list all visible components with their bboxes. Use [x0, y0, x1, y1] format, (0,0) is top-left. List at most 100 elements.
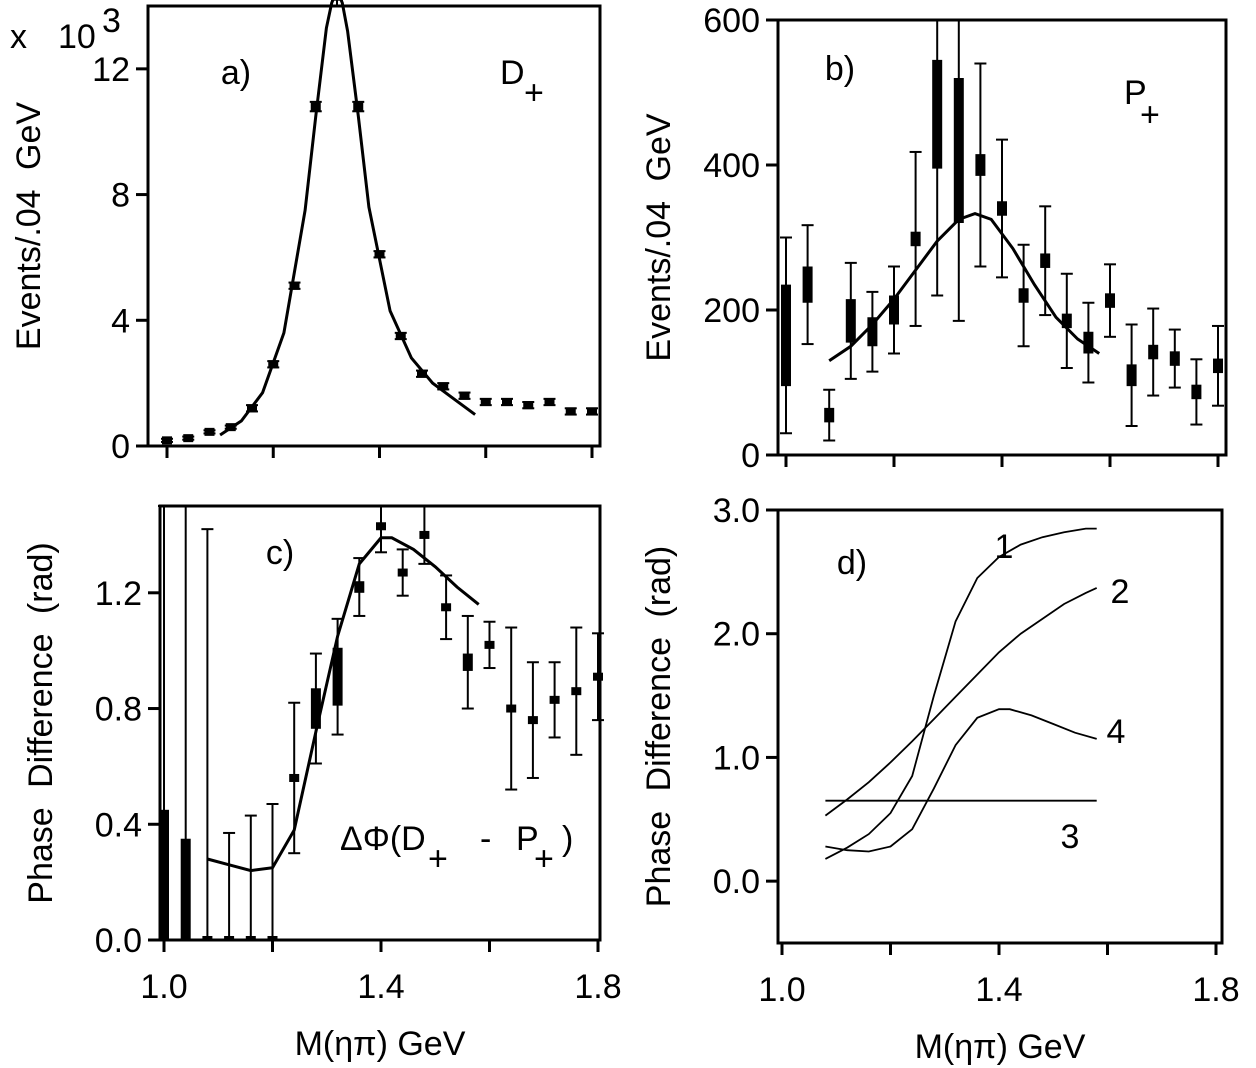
y-tick-label: 0 — [111, 428, 130, 466]
data-point — [549, 695, 560, 704]
data-point — [587, 407, 597, 416]
data-point — [781, 284, 791, 387]
x-axis-label: M(ηπ) GeV — [915, 1028, 1086, 1066]
series-label-1: 1 — [995, 528, 1014, 566]
y-multiplier-x: x — [10, 18, 27, 56]
data-point — [867, 317, 878, 347]
panel-a: 0 4 8 12 Events/.04 GeV a) D+ x 10 3 — [10, 0, 602, 466]
panel-letter: c) — [266, 534, 294, 572]
panel-b: 0 200 400 600 Events/.04 GeV b) P+ — [640, 2, 1228, 475]
data-point — [1169, 351, 1180, 366]
data-point — [180, 838, 191, 940]
series-line-4 — [825, 708, 1097, 853]
fit-curve — [207, 536, 480, 873]
annotation-d: D — [500, 54, 525, 92]
fit-curve — [219, 0, 476, 437]
data-point — [480, 398, 491, 406]
data-point — [544, 398, 555, 406]
data-point — [910, 231, 921, 247]
panel-letter: a) — [221, 54, 251, 92]
annotation-minus: - — [480, 820, 491, 858]
data-point — [1148, 344, 1159, 360]
y-tick-label: 400 — [703, 147, 760, 185]
data-point — [565, 407, 576, 416]
data-point — [527, 716, 538, 725]
data-point — [502, 398, 512, 406]
data-point — [975, 154, 986, 176]
y-axis-label: Events/.04 GeV — [10, 102, 48, 350]
y-multiplier-exp: 3 — [102, 2, 121, 40]
data-point — [183, 434, 194, 443]
annotation-subscript: + — [1140, 96, 1160, 134]
y-tick-label: 1.2 — [95, 575, 142, 613]
series-label-2: 2 — [1111, 573, 1130, 611]
series-label-4: 4 — [1107, 713, 1126, 751]
series-label-3: 3 — [1061, 818, 1080, 856]
data-point — [462, 653, 473, 671]
data-point — [354, 581, 365, 593]
series-line-2 — [824, 587, 1098, 817]
data-point — [332, 647, 343, 706]
data-point — [162, 436, 172, 445]
data-point — [1191, 384, 1202, 400]
y-tick-label: 1.0 — [713, 739, 760, 777]
panel-letter: b) — [825, 50, 855, 88]
data-point — [1083, 331, 1094, 354]
x-tick-label: 1.8 — [1192, 971, 1239, 1009]
panel-letter: d) — [837, 544, 867, 582]
annotation-paren: ) — [562, 820, 573, 858]
y-axis-label: Phase Difference (rad) — [640, 546, 678, 907]
data-point — [571, 687, 582, 696]
data-point — [159, 809, 169, 940]
data-point — [1105, 293, 1115, 308]
data-point — [204, 427, 215, 436]
y-tick-label: 2.0 — [713, 616, 760, 654]
data-point — [289, 773, 300, 782]
plot-frame — [146, 4, 602, 448]
x-tick-label: 1.4 — [975, 971, 1022, 1009]
x-tick-label: 1.4 — [357, 968, 404, 1006]
fit-curve — [828, 212, 1101, 363]
y-tick-label: 0.0 — [95, 922, 142, 960]
annotation-p: P — [1124, 74, 1147, 112]
y-tick-label: 200 — [703, 292, 760, 330]
data-point — [1213, 358, 1223, 374]
data-point — [267, 936, 278, 940]
y-tick-label: 0.0 — [713, 863, 760, 901]
annotation-subscript: + — [428, 840, 448, 878]
x-tick-label: 1.8 — [574, 968, 621, 1006]
data-point — [417, 369, 427, 378]
data-point — [397, 568, 408, 577]
panel-c: 1.0 1.4 1.8 0.0 0.4 0.8 1.2 M(ηπ) GeV Phase Diff… — [22, 504, 622, 1063]
data-point — [1040, 253, 1051, 268]
data-point — [506, 704, 517, 713]
data-point — [1126, 364, 1137, 387]
y-tick-label: 4 — [111, 302, 130, 340]
annotation-subscript: + — [524, 74, 544, 112]
x-axis-label: M(ηπ) GeV — [295, 1025, 466, 1063]
y-axis-label: Events/.04 GeV — [640, 113, 678, 361]
y-tick-label: 600 — [703, 2, 760, 40]
y-tick-label: 12 — [92, 51, 130, 89]
data-point — [484, 640, 495, 649]
y-axis-label: Phase Difference (rad) — [22, 542, 60, 903]
x-tick-label: 1.0 — [140, 968, 187, 1006]
data-point — [845, 299, 856, 343]
y-tick-label: 0.8 — [95, 691, 142, 729]
data-point — [438, 382, 449, 391]
y-tick-label: 0 — [741, 437, 760, 475]
data-point — [245, 936, 256, 940]
annotation-delta-phi: ΔΦ(D — [340, 820, 426, 858]
y-tick-label: 8 — [111, 177, 130, 215]
data-point — [1061, 313, 1072, 329]
data-point — [224, 936, 235, 940]
data-point — [997, 201, 1007, 216]
data-point — [953, 78, 964, 223]
data-point — [593, 672, 603, 681]
y-tick-label: 0.4 — [95, 806, 142, 844]
y-tick-label: 3.0 — [713, 492, 760, 530]
y-multiplier-base: 10 — [58, 18, 96, 56]
data-point — [1018, 288, 1029, 303]
data-point — [419, 530, 430, 539]
data-point — [441, 603, 452, 612]
